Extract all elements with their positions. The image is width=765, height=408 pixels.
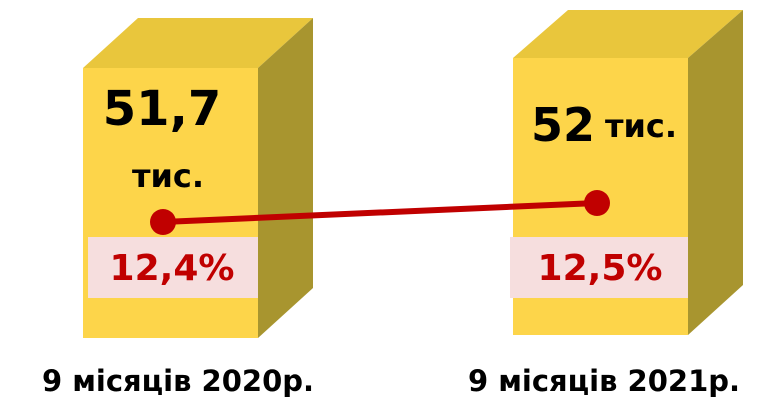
block-top [83, 18, 313, 68]
share-box [88, 237, 258, 298]
period: 9 місяців 2021р. [468, 364, 740, 398]
value-with-unit: 52 тис. [531, 98, 677, 152]
block-side [258, 18, 313, 338]
block-2020 [83, 18, 313, 338]
period: 9 місяців 2020р. [42, 364, 314, 398]
unit: тис. [605, 107, 677, 145]
value: 52 [531, 98, 595, 152]
value: 51,7 [103, 81, 221, 137]
share: 12,4% [110, 248, 235, 289]
block-top [513, 10, 743, 58]
trend-dot [150, 209, 176, 235]
unit: тис. [132, 157, 204, 195]
block-side [688, 10, 743, 335]
trend-dot [584, 190, 610, 216]
share-box [510, 237, 688, 298]
block-2021 [510, 10, 743, 335]
trend-line [162, 200, 598, 225]
share: 12,5% [538, 248, 663, 289]
